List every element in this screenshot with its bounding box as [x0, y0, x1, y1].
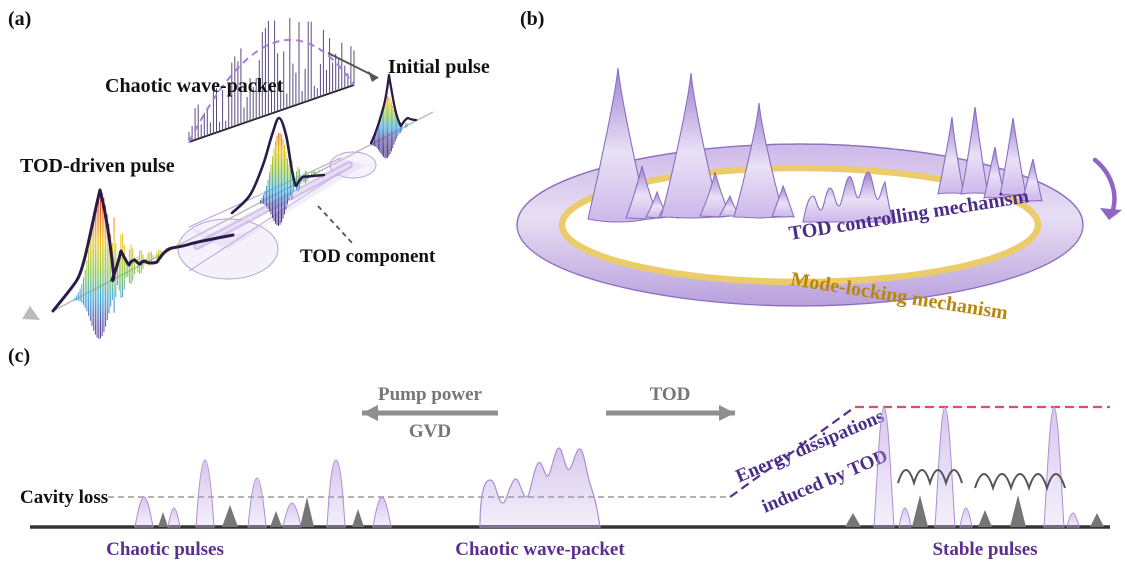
svg-text:Initial pulse: Initial pulse [388, 56, 490, 78]
svg-text:TOD-driven pulse: TOD-driven pulse [20, 155, 175, 177]
svg-text:Chaotic wave-packet: Chaotic wave-packet [105, 75, 284, 97]
svg-text:TOD component: TOD component [300, 246, 436, 267]
